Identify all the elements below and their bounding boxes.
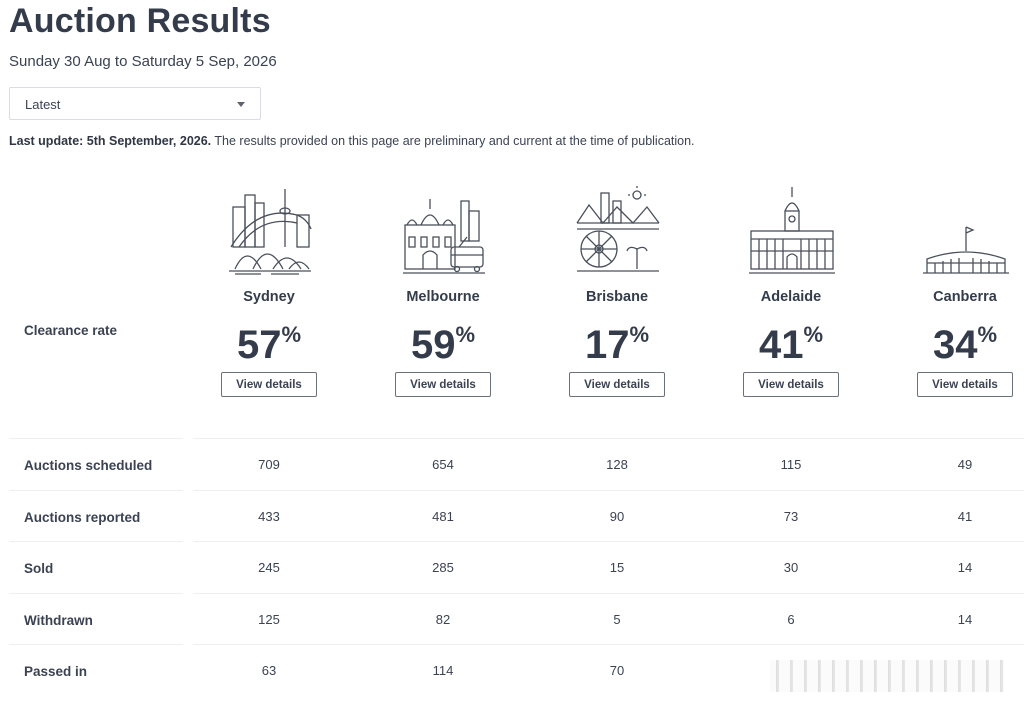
row-label-auctions-reported: Auctions reported xyxy=(24,510,141,525)
table-cell: 90 xyxy=(609,509,625,524)
brisbane-skyline-icon xyxy=(576,186,660,272)
view-details-button-sydney[interactable]: View details xyxy=(221,372,317,397)
sydney-skyline-icon xyxy=(229,189,312,275)
city-column-sydney: Sydney 57% View details xyxy=(194,185,344,405)
last-update-text: The results provided on this page are pr… xyxy=(211,134,695,148)
clearance-rate-label: Clearance rate xyxy=(24,323,118,338)
view-details-button-melbourne[interactable]: View details xyxy=(395,372,491,397)
table-cell: 5 xyxy=(613,612,621,627)
table-cell: 6 xyxy=(787,612,795,627)
canberra-parliament-icon xyxy=(923,226,1009,274)
view-details-button-brisbane[interactable]: View details xyxy=(569,372,665,397)
table-cell: 41 xyxy=(957,509,973,524)
city-column-adelaide: Adelaide 41% View details xyxy=(716,185,866,405)
table-cell: 114 xyxy=(432,663,454,678)
period-select[interactable]: Latest xyxy=(9,87,261,120)
table-cell: 709 xyxy=(258,457,280,472)
redaction-smudge xyxy=(770,660,1004,692)
clearance-rate-value: 34% xyxy=(932,322,998,367)
table-cell: 73 xyxy=(783,509,799,524)
table-cell: 70 xyxy=(609,663,625,678)
row-divider xyxy=(9,644,1024,645)
table-cell: 49 xyxy=(957,457,973,472)
table-cell: 63 xyxy=(261,663,277,678)
table-cell: 128 xyxy=(606,457,628,472)
table-cell: 245 xyxy=(258,560,280,575)
view-details-button-canberra[interactable]: View details xyxy=(917,372,1013,397)
row-divider xyxy=(9,593,1024,594)
table-cell: 433 xyxy=(258,509,280,524)
table-cell: 14 xyxy=(957,560,973,575)
chevron-down-icon xyxy=(237,102,245,107)
city-name: Melbourne xyxy=(406,289,480,305)
clearance-rate-value: 17% xyxy=(584,322,650,367)
table-cell: 125 xyxy=(258,612,280,627)
table-cell: 30 xyxy=(783,560,799,575)
city-name: Sydney xyxy=(243,289,295,305)
row-divider xyxy=(9,438,1024,439)
table-cell: 481 xyxy=(432,509,454,524)
table-cell: 285 xyxy=(432,560,454,575)
row-divider xyxy=(9,541,1024,542)
last-update-notice: Last update: 5th September, 2026. The re… xyxy=(9,134,695,148)
period-select-value: Latest xyxy=(25,97,61,112)
city-name: Adelaide xyxy=(760,289,822,305)
table-cell: 115 xyxy=(780,457,802,472)
clearance-rate-value: 41% xyxy=(758,322,824,367)
adelaide-skyline-icon xyxy=(749,187,835,274)
view-details-button-adelaide[interactable]: View details xyxy=(743,372,839,397)
clearance-rate-value: 59% xyxy=(410,322,476,367)
row-label-passed-in: Passed in xyxy=(24,664,88,679)
city-name: Canberra xyxy=(933,289,997,305)
city-column-melbourne: Melbourne 59% View details xyxy=(368,185,518,405)
last-update-date: Last update: 5th September, 2026. xyxy=(9,134,212,148)
table-cell: 654 xyxy=(432,457,454,472)
row-divider xyxy=(9,490,1024,491)
city-column-canberra: Canberra 34% View details xyxy=(890,185,1024,405)
table-cell: 14 xyxy=(957,612,973,627)
table-cell: 82 xyxy=(435,612,451,627)
row-label-auctions-scheduled: Auctions scheduled xyxy=(24,458,153,473)
table-cell: 15 xyxy=(609,560,625,575)
row-label-sold: Sold xyxy=(24,561,54,576)
city-column-brisbane: Brisbane 17% View details xyxy=(542,185,692,405)
city-name: Brisbane xyxy=(585,289,649,305)
date-range: Sunday 30 Aug to Saturday 5 Sep, 2026 xyxy=(9,53,277,70)
clearance-rate-value: 57% xyxy=(236,322,302,367)
melbourne-skyline-icon xyxy=(403,199,485,274)
row-label-withdrawn: Withdrawn xyxy=(24,613,93,628)
page-title: Auction Results xyxy=(9,2,271,40)
